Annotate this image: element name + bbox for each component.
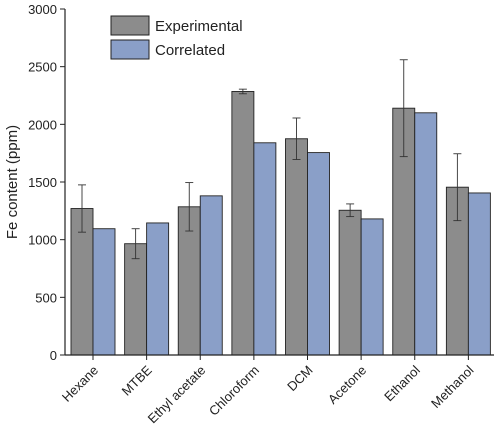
x-tick-label: Ethanol bbox=[381, 362, 423, 404]
y-axis-label: Fe content (ppm) bbox=[4, 125, 21, 239]
bar-correlated-ethyl-acetate bbox=[199, 195, 223, 356]
bar-experimental-chloroform bbox=[231, 91, 255, 356]
bar-series bbox=[70, 91, 491, 356]
x-tick-label: Ethyl acetate bbox=[145, 363, 209, 427]
legend-label-correlated: Correlated bbox=[155, 42, 225, 59]
legend-swatch-correlated bbox=[110, 39, 150, 60]
legend-swatch-experimental bbox=[110, 15, 150, 36]
bar-experimental-mtbe bbox=[124, 243, 148, 356]
y-tick-label: 0 bbox=[50, 348, 57, 363]
bar-correlated-hexane bbox=[92, 228, 116, 356]
bar-correlated-mtbe bbox=[146, 222, 170, 356]
x-tick-label: DCM bbox=[284, 363, 316, 395]
y-tick-label: 3000 bbox=[28, 2, 57, 17]
x-tick-label: Hexane bbox=[59, 363, 101, 405]
y-tick-label: 500 bbox=[35, 290, 57, 305]
bar-correlated-chloroform bbox=[253, 142, 277, 356]
x-tick-label: Chloroform bbox=[206, 363, 262, 419]
legend: Experimental Correlated bbox=[110, 15, 243, 60]
y-axis-ticks: 0 500 1000 1500 2000 2500 3000 bbox=[28, 2, 65, 363]
y-tick-label: 2500 bbox=[28, 60, 57, 75]
y-tick-label: 1000 bbox=[28, 233, 57, 248]
bar-experimental-dcm bbox=[285, 138, 308, 356]
x-tick-label: Acetone bbox=[325, 363, 369, 407]
bar-correlated-acetone bbox=[360, 218, 384, 356]
bar-correlated-ethanol bbox=[414, 112, 438, 356]
x-tick-label: MTBE bbox=[119, 362, 155, 398]
y-tick-label: 1500 bbox=[28, 175, 57, 190]
bar-correlated-methanol bbox=[467, 192, 491, 356]
x-tick-label: Methanol bbox=[428, 362, 477, 411]
legend-label-experimental: Experimental bbox=[155, 18, 243, 35]
bar-correlated-dcm bbox=[307, 152, 330, 356]
error-bars bbox=[78, 59, 462, 260]
bar-experimental-acetone bbox=[338, 209, 362, 356]
y-tick-label: 2000 bbox=[28, 117, 57, 132]
